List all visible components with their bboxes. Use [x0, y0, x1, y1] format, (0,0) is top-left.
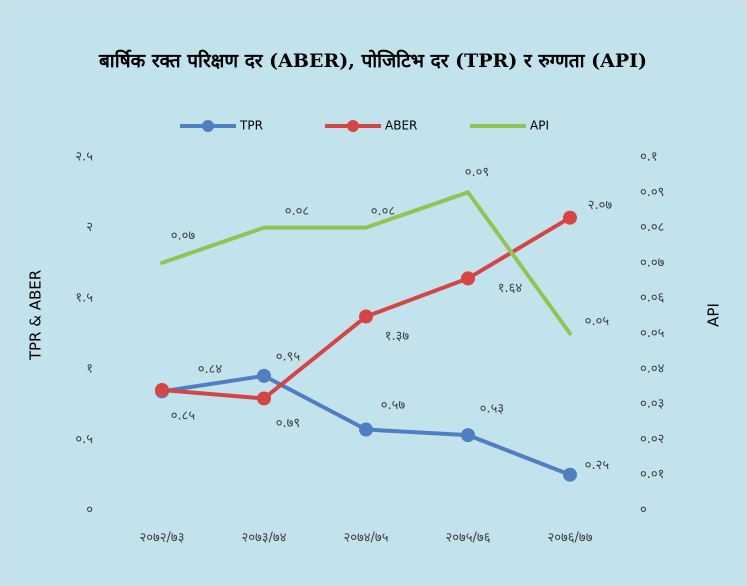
data-point	[257, 391, 271, 406]
y2-tick-label: ०.०७	[640, 255, 665, 270]
x-tick-label: २०७३/७४	[242, 531, 287, 546]
y-axis-title: TPR & ABER	[27, 270, 45, 361]
y2-tick-label: ०.०८	[640, 220, 665, 235]
legend-marker	[202, 120, 214, 132]
series-line	[160, 190, 572, 336]
data-point	[563, 467, 577, 482]
y2-tick-label: ०.०२	[640, 432, 664, 447]
y2-tick-label: ०.०६	[640, 291, 665, 306]
chart-title: बार्षिक रक्त परिक्षण दर (ABER), पोजिटिभ …	[98, 49, 647, 72]
x-tick-label: २०७२/७३	[140, 531, 185, 546]
data-label: ०.०८	[371, 204, 396, 219]
data-label: ०.२५	[585, 458, 610, 473]
data-label: ०.५७	[381, 398, 406, 413]
x-tick-label: २०७४/७५	[344, 531, 389, 546]
y-tick-label: ०.५	[75, 432, 93, 447]
data-point	[359, 309, 373, 324]
data-label: ०.८४	[198, 362, 223, 377]
data-label: ०.०९	[465, 165, 489, 180]
y-tick-label: २	[86, 220, 93, 235]
y2-tick-label: ०.१	[640, 150, 658, 165]
y2-tick-label: ०.०३	[640, 397, 664, 412]
data-label: ०.९५	[276, 349, 301, 364]
data-label: १.६४	[498, 281, 523, 296]
data-point	[461, 271, 475, 286]
y-tick-label: १.५	[75, 291, 93, 306]
data-point	[563, 210, 577, 225]
legend-marker	[347, 120, 359, 132]
data-label: ०.५३	[480, 402, 504, 417]
data-label: १.३७	[385, 329, 410, 344]
y2-tick-label: ०.०१	[640, 467, 664, 482]
y-tick-label: २.५	[75, 150, 93, 165]
x-tick-label: २०७६/७७	[548, 531, 593, 546]
legend-label: TPR	[239, 119, 263, 133]
y2-tick-label: ०	[640, 503, 647, 518]
y-tick-label: ०	[86, 503, 93, 518]
data-label: २.०७	[588, 198, 613, 213]
data-label: ०.०७	[171, 228, 196, 243]
data-point	[155, 382, 169, 397]
data-point	[257, 368, 271, 383]
y2-tick-label: ०.०४	[640, 361, 665, 376]
data-label: ०.०८	[285, 204, 310, 219]
x-tick-label: २०७५/७६	[446, 531, 491, 546]
legend-label: API	[530, 119, 549, 133]
y2-axis-title: API	[705, 303, 723, 327]
data-point	[359, 422, 373, 437]
data-label: ०.८५	[171, 408, 196, 423]
data-point	[461, 428, 475, 443]
y2-tick-label: ०.०९	[640, 185, 664, 200]
legend-label: ABER	[385, 119, 417, 133]
y-tick-label: १	[86, 361, 93, 376]
y2-tick-label: ०.०५	[640, 326, 665, 341]
data-label: ०.७९	[276, 416, 300, 431]
data-label: ०.०५	[585, 314, 610, 329]
